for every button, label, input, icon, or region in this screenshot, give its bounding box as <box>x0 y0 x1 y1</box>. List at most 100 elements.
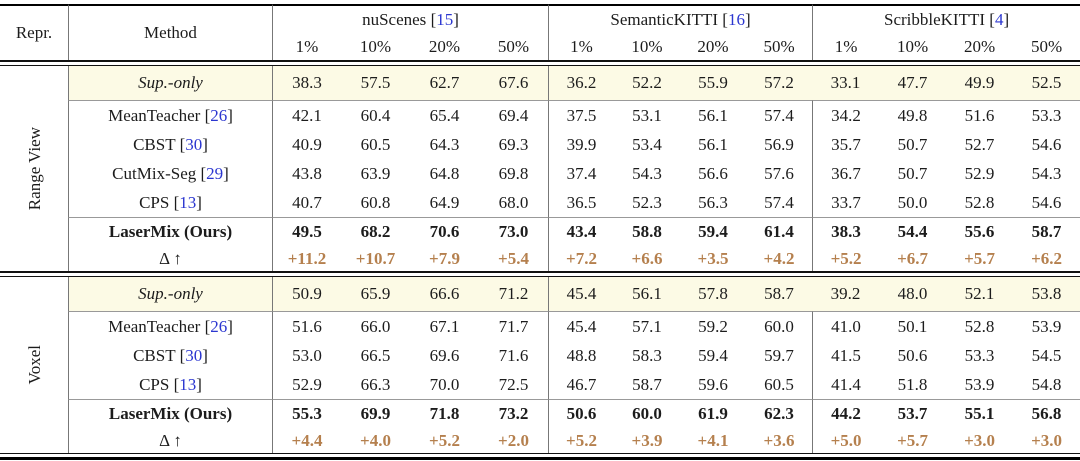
repr-label-text: Voxel <box>24 345 44 385</box>
delta-cell: +6.6 <box>631 248 663 268</box>
section-divider-rule <box>0 271 1080 277</box>
method-name: CBST <box>133 345 176 365</box>
split-header: 50% <box>497 36 530 56</box>
split-header: 50% <box>763 36 795 56</box>
score-cell: 52.7 <box>964 134 995 154</box>
method-label: CutMix-Seg [29] <box>68 159 272 188</box>
score-cell: 57.5 <box>341 66 410 100</box>
score-cell: 57.6 <box>764 163 794 183</box>
score-cell: 36.5 <box>548 188 614 217</box>
delta-cell: +5.7 <box>964 248 996 268</box>
header-divider-rule <box>0 60 1080 66</box>
method-label: CBST [30] <box>68 130 272 159</box>
score-cell: 52.8 <box>946 311 1014 341</box>
score-cell: 55.3 <box>272 399 341 428</box>
method-name: MeanTeacher <box>108 105 201 125</box>
score-cell: 52.8 <box>964 192 995 212</box>
delta-cell: +6.2 <box>1031 248 1063 268</box>
score-cell: 35.7 <box>812 130 879 159</box>
method-label: CBST [30] <box>68 341 272 370</box>
method-name: CPS <box>139 374 170 394</box>
score-cell: 41.0 <box>812 311 880 341</box>
citation-number: 4 <box>994 9 1004 29</box>
score-cell: 57.8 <box>680 277 746 311</box>
score-cell: 50.6 <box>897 345 928 365</box>
score-cell: 54.4 <box>879 217 947 246</box>
delta-cell: +10.7 <box>355 248 396 268</box>
delta-cell: +7.9 <box>429 248 460 268</box>
score-cell: 61.9 <box>680 399 746 428</box>
rule-line <box>0 60 1080 66</box>
score-cell: 69.3 <box>498 134 529 154</box>
method-row: MeanTeacher [26] 51.6 66.0 67.1 71.7 45.4 57.1… <box>0 311 1080 341</box>
delta-cell: +3.0 <box>1031 430 1063 450</box>
split-header: 20% <box>697 36 729 56</box>
score-cell: 56.9 <box>764 134 794 154</box>
score-cell: 36.7 <box>812 159 879 188</box>
split-header: 20% <box>428 36 461 56</box>
score-cell: 60.0 <box>614 399 680 428</box>
score-cell: 54.6 <box>1031 192 1062 212</box>
score-cell: 60.0 <box>746 311 813 341</box>
score-cell: 46.7 <box>548 370 614 399</box>
bottom-rule <box>0 453 1080 460</box>
score-cell: 65.9 <box>341 277 410 311</box>
score-cell: 51.6 <box>946 100 1014 130</box>
score-cell: 48.8 <box>548 341 614 370</box>
header-row-datasets: Repr. Method nuScenes [15] SemanticKITTI [1… <box>0 4 1080 60</box>
score-cell: 58.7 <box>632 374 662 394</box>
table-body: Range View Sup.-only 38.3 57.5 62.7 67.6 36.2 5… <box>0 60 1080 460</box>
score-cell: 57.4 <box>764 192 794 212</box>
score-cell: 61.4 <box>746 217 813 246</box>
method-label: Sup.-only <box>68 277 272 311</box>
split-header: 10% <box>631 36 663 56</box>
method-name: CPS <box>139 192 170 212</box>
citation-number: 29 <box>206 163 224 183</box>
score-cell: 42.1 <box>272 100 341 130</box>
score-cell: 53.9 <box>1013 311 1080 341</box>
score-cell: 56.1 <box>614 277 680 311</box>
score-cell: 58.7 <box>1013 217 1080 246</box>
method-label: LaserMix (Ours) <box>68 399 272 428</box>
delta-cell: +3.0 <box>964 430 996 450</box>
score-cell: 38.3 <box>272 66 341 100</box>
score-cell: 50.9 <box>272 277 341 311</box>
score-cell: 67.1 <box>410 311 479 341</box>
score-cell: 69.8 <box>498 163 529 183</box>
score-cell: 59.4 <box>680 217 746 246</box>
score-cell: 66.3 <box>360 374 391 394</box>
score-cell: 48.0 <box>879 277 947 311</box>
col-header-repr: Repr. <box>0 4 68 60</box>
split-header: 10% <box>359 36 392 56</box>
score-cell: 55.9 <box>680 66 746 100</box>
method-row: CutMix-Seg [29] 43.8 63.9 64.8 69.8 37.4 54.3 5… <box>0 159 1080 188</box>
score-cell: 54.5 <box>1031 345 1062 365</box>
method-name: CutMix-Seg <box>112 163 197 183</box>
score-cell: 60.5 <box>360 134 391 154</box>
score-cell: 51.6 <box>272 311 341 341</box>
citation-number: 15 <box>436 9 454 29</box>
score-cell: 53.1 <box>614 100 680 130</box>
score-cell: 56.6 <box>698 163 728 183</box>
rule-line <box>0 453 1080 460</box>
score-cell: 58.7 <box>746 277 813 311</box>
delta-cell: +5.2 <box>548 428 614 453</box>
score-cell: 66.6 <box>410 277 479 311</box>
score-cell: 54.3 <box>632 163 662 183</box>
score-cell: 71.6 <box>498 345 529 365</box>
delta-row: Δ ↑ +11.2 +10.7 +7.9 +5.4 +7.2 +6.6 +3.5 +4.2 +5.… <box>0 246 1080 271</box>
score-cell: 43.8 <box>272 159 341 188</box>
score-cell: 53.9 <box>964 374 995 394</box>
baseline-row: Range View Sup.-only 38.3 57.5 62.7 67.6 36.2 5… <box>0 66 1080 210</box>
score-cell: 58.8 <box>614 217 680 246</box>
method-name: CBST <box>133 134 176 154</box>
delta-cell: +4.0 <box>360 430 391 450</box>
score-cell: 52.3 <box>632 192 662 212</box>
method-label: MeanTeacher [26] <box>68 311 272 341</box>
method-row: CBST [30] 53.0 66.5 69.6 71.6 48.8 58.3 59.4 59.… <box>0 341 1080 370</box>
score-cell: 39.2 <box>812 277 880 311</box>
score-cell: 41.4 <box>812 370 879 399</box>
delta-cell: +5.2 <box>812 246 879 271</box>
score-cell: 55.6 <box>946 217 1014 246</box>
split-header: 20% <box>963 36 996 56</box>
